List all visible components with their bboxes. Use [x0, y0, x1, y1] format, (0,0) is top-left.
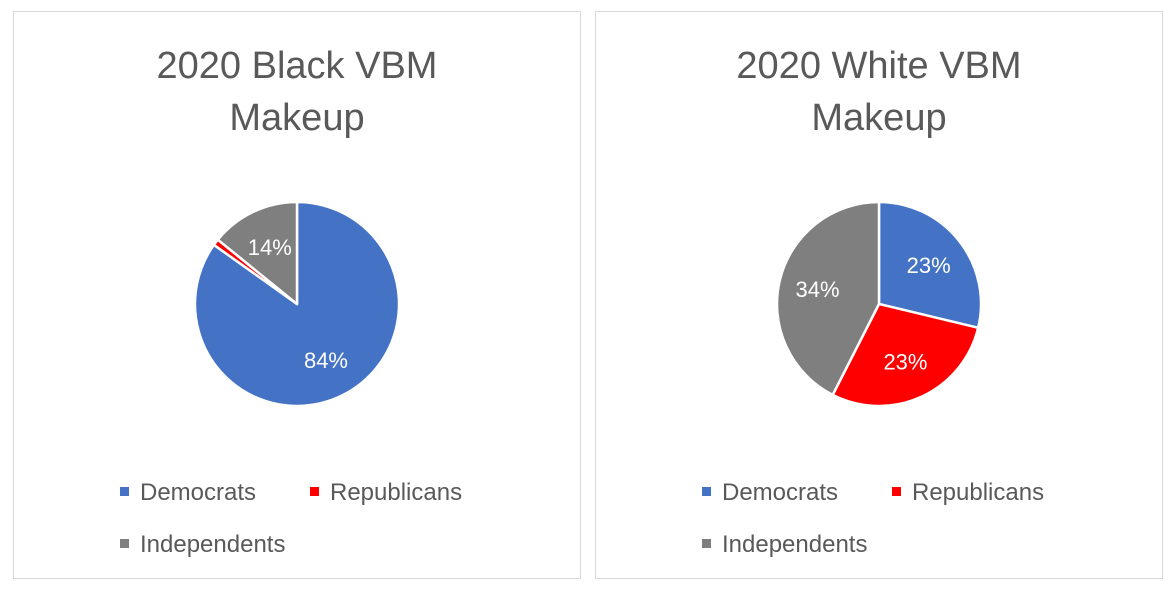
pie-chart: 84% 14%	[14, 12, 582, 472]
legend-item-democrats: Democrats	[702, 478, 838, 508]
legend: Democrats Republicans Independents	[596, 468, 1162, 578]
data-label-independents: 34%	[795, 277, 839, 302]
data-label-democrats: 23%	[907, 253, 951, 278]
legend: Democrats Republicans Independents	[14, 468, 580, 578]
legend-label-independents: Independents	[140, 531, 285, 558]
pie-chart: 23% 23% 34%	[596, 12, 1164, 472]
legend-item-independents: Independents	[120, 530, 285, 560]
legend-label-independents: Independents	[722, 531, 867, 558]
chart-panel-white: 2020 White VBM Makeup 23% 23% 34% Democrat…	[595, 11, 1163, 579]
legend-swatch-democrats	[120, 487, 129, 496]
legend-swatch-independents	[702, 539, 711, 548]
chart-panel-black: 2020 Black VBM Makeup 84% 14% Democrats R…	[13, 11, 581, 579]
legend-item-democrats: Democrats	[120, 478, 256, 508]
legend-swatch-independents	[120, 539, 129, 548]
legend-swatch-democrats	[702, 487, 711, 496]
legend-label-democrats: Democrats	[140, 479, 256, 506]
legend-item-republicans: Republicans	[310, 478, 462, 508]
data-label-democrats: 84%	[304, 348, 348, 373]
legend-label-democrats: Democrats	[722, 479, 838, 506]
legend-label-republicans: Republicans	[330, 479, 462, 506]
data-label-independents: 14%	[248, 235, 292, 260]
legend-swatch-republicans	[310, 487, 319, 496]
legend-label-republicans: Republicans	[912, 479, 1044, 506]
legend-item-republicans: Republicans	[892, 478, 1044, 508]
data-label-republicans: 23%	[883, 349, 927, 374]
legend-swatch-republicans	[892, 487, 901, 496]
legend-item-independents: Independents	[702, 530, 867, 560]
